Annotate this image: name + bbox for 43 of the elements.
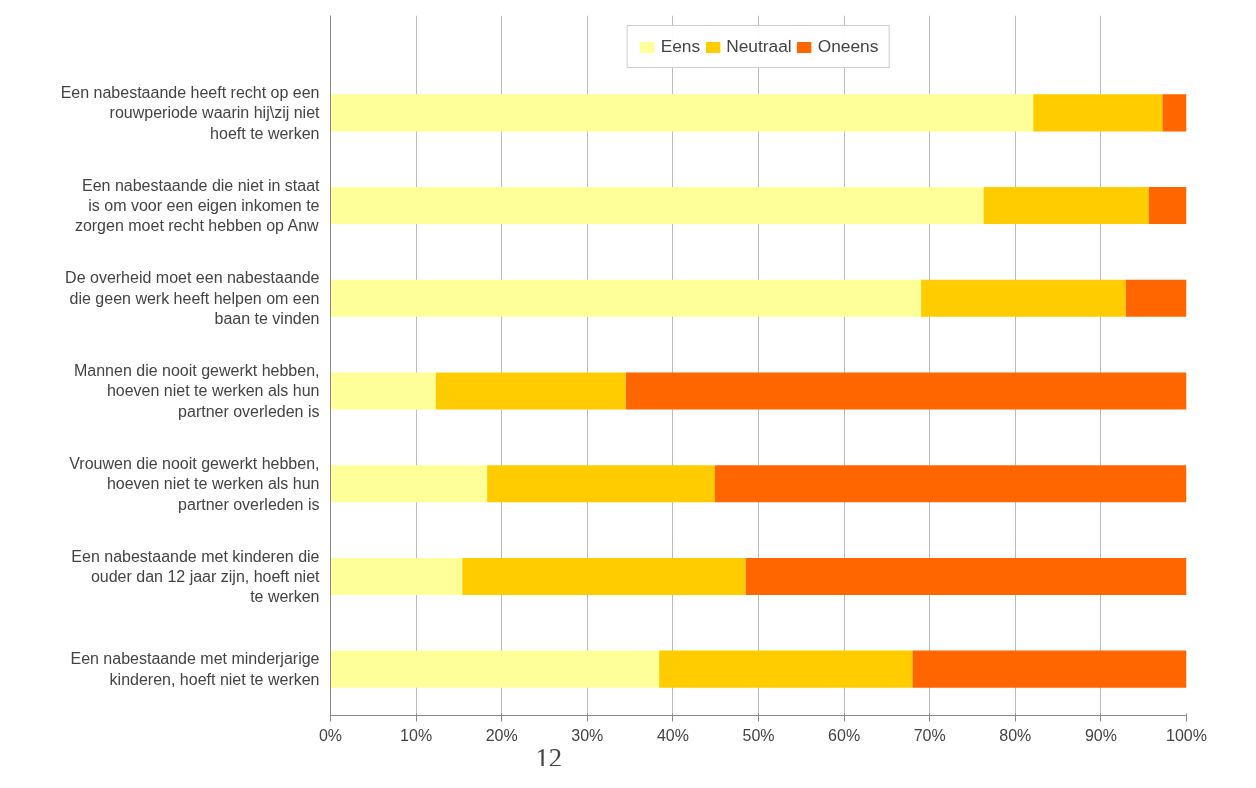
bar bbox=[921, 279, 1126, 317]
x-tick-label: 70% bbox=[913, 726, 946, 744]
bar bbox=[1125, 279, 1187, 317]
bar bbox=[330, 372, 436, 410]
y-tick-label: De overheid moet een nabestaande die geen werk heeft helpen om een baan te vinden bbox=[65, 269, 320, 328]
bar bbox=[983, 187, 1149, 225]
y-tick-label: Een nabestaande met minderjarige kinderen, hoeft niet te werken bbox=[70, 650, 320, 688]
bar bbox=[330, 279, 922, 317]
legend-label: Neutraal bbox=[726, 36, 792, 57]
bar bbox=[745, 557, 1187, 595]
bar bbox=[435, 372, 626, 410]
bar bbox=[330, 557, 463, 595]
bar bbox=[625, 372, 1187, 410]
bar bbox=[330, 465, 488, 503]
legend-label: Oneens bbox=[817, 36, 879, 57]
x-tick-label: 50% bbox=[742, 726, 775, 744]
x-tick-label: 40% bbox=[656, 726, 689, 744]
bar bbox=[714, 465, 1187, 503]
x-tick-label: 60% bbox=[828, 726, 861, 744]
y-tick-label: Een nabestaande met kinderen die ouder dan 12 jaar zijn, hoeft niet te werken bbox=[71, 547, 321, 606]
x-tick-label: 10% bbox=[400, 726, 433, 744]
bar bbox=[1033, 94, 1163, 132]
x-tick-label: 20% bbox=[485, 726, 518, 744]
bar bbox=[912, 650, 1187, 688]
bar bbox=[659, 650, 913, 688]
y-tick-label: Een nabestaande heeft recht op een rouwperiode waarin hij\zij niet hoeft te werken bbox=[60, 83, 321, 142]
bar bbox=[1162, 94, 1187, 132]
x-tick-label: 0% bbox=[318, 726, 343, 744]
x-tick-label: 100% bbox=[1166, 726, 1207, 744]
x-tick-label: 80% bbox=[999, 726, 1032, 744]
x-tick-label: 30% bbox=[571, 726, 604, 744]
x-tick-label: 90% bbox=[1084, 726, 1117, 744]
text: 12 bbox=[535, 742, 563, 773]
bar bbox=[487, 465, 715, 503]
bar bbox=[1148, 187, 1187, 225]
bar bbox=[330, 94, 1034, 132]
bar bbox=[462, 557, 746, 595]
y-tick-label: Vrouwen die nooit gewerkt hebben, hoeven niet te werken als hun partner overleden is bbox=[69, 454, 320, 513]
bar bbox=[330, 187, 984, 225]
y-tick-label: Een nabestaande die niet in staat is om voor een eigen inkomen te zorgen moet recht hebben op Anw bbox=[74, 176, 321, 235]
bar bbox=[330, 650, 660, 688]
y-tick-label: Mannen die nooit gewerkt hebben, hoeven niet te werken als hun partner overleden is bbox=[73, 362, 320, 420]
legend-label: Eens bbox=[660, 36, 701, 57]
